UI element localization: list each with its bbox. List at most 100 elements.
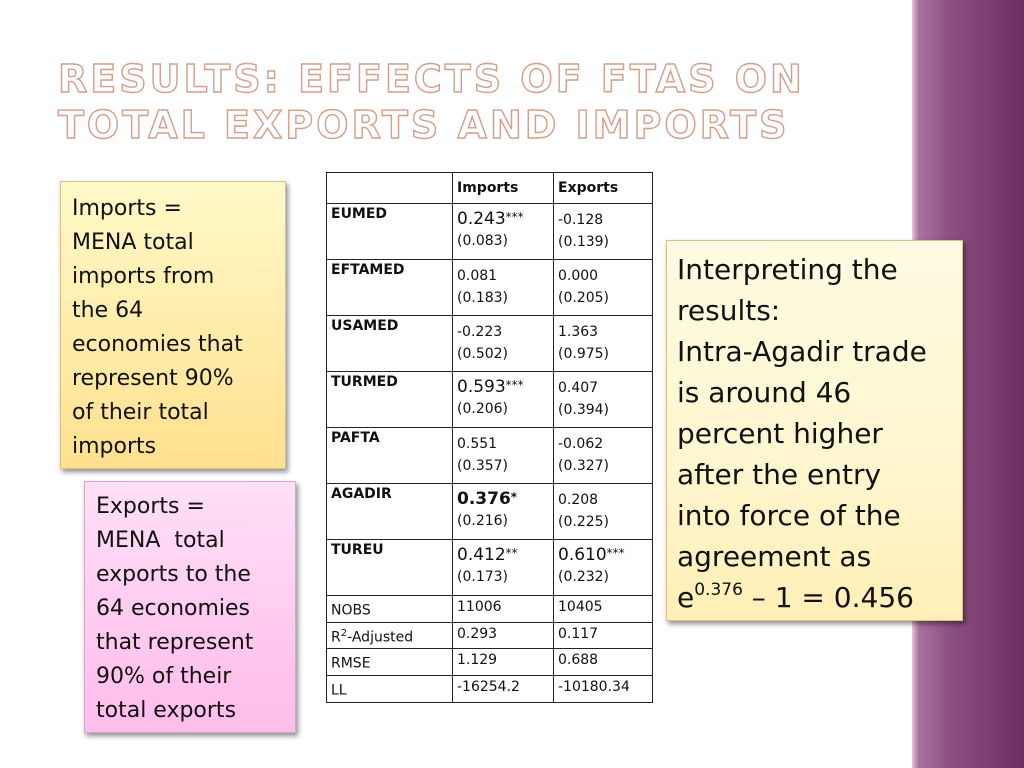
imports-coefficient: 0.243*** [457, 206, 549, 230]
note-line: Imports = [72, 196, 182, 221]
exports-cell: 0.000 (0.205) [553, 259, 653, 316]
imports-std-error: (0.502) [457, 346, 509, 362]
imports-coefficient: 0.412** [457, 542, 549, 566]
imports-std-error: (0.216) [457, 513, 509, 529]
exports-std-error: (0.975) [558, 346, 610, 362]
stat-label: LL [331, 682, 347, 699]
exports-std-error: (0.327) [558, 458, 610, 474]
imports-cell: -0.223 (0.502) [452, 315, 554, 372]
interp-line: Interpreting the [677, 253, 898, 286]
exports-cell: 0.610*** (0.232) [553, 539, 653, 596]
note-line: represent 90% [72, 366, 234, 391]
formula-exponent: 0.376 [694, 580, 743, 600]
interp-formula: e0.376 – 1 = 0.456 [677, 577, 952, 618]
exports-coefficient: -0.128 [558, 206, 648, 231]
note-line: exports to the [96, 562, 251, 587]
exports-definition-box: Exports = MENA total exports to the 64 e… [84, 481, 296, 733]
regression-results-table: Imports Exports EUMED 0.243*** (0.083) -0.1… [326, 172, 653, 703]
exports-cell: 0.407 (0.394) [553, 371, 653, 428]
interp-line: into force of the [677, 499, 901, 532]
stat-superscript: 2 [340, 627, 348, 639]
imports-std-error: (0.173) [457, 569, 509, 585]
header-exports: Exports [553, 172, 653, 204]
exports-std-error: (0.225) [558, 514, 610, 530]
significance-stars: *** [505, 378, 524, 392]
coef-value: 0.593 [457, 377, 506, 397]
imports-std-error: (0.357) [457, 458, 509, 474]
note-line: of their total [72, 400, 209, 425]
coef-value: 0.412 [457, 545, 506, 565]
variable-name: TUREU [326, 539, 453, 596]
significance-stars: ** [505, 546, 518, 560]
stat-label-rest: -Adjusted [347, 629, 414, 646]
table-header-row: Imports Exports [326, 172, 653, 204]
table-row: EFTAMED 0.081 (0.183) 0.000 (0.205) [326, 259, 653, 316]
imports-cell: 0.243*** (0.083) [452, 203, 554, 260]
table-row: NOBS 11006 10405 [326, 595, 653, 623]
coef-value: 0.551 [457, 436, 498, 452]
title-line-2: total exports and imports [57, 102, 790, 147]
table-row: EUMED 0.243*** (0.083) -0.128 (0.139) [326, 203, 653, 260]
note-line: economies that [72, 332, 243, 357]
exports-cell: -0.062 (0.327) [553, 427, 653, 484]
exports-coefficient: 0.208 [558, 486, 648, 511]
note-line: Exports = [96, 494, 205, 519]
table-row: TURMED 0.593*** (0.206) 0.407 (0.394) [326, 371, 653, 428]
variable-name: USAMED [326, 315, 453, 372]
table-row: AGADIR 0.376* (0.216) 0.208 (0.225) [326, 483, 653, 540]
variable-name: EFTAMED [326, 259, 453, 316]
imports-coefficient: -0.223 [457, 318, 549, 343]
header-imports: Imports [452, 172, 554, 204]
title-line-1: Results: Effects of FTAs on [57, 56, 805, 101]
interpretation-box: Interpreting the results: Intra-Agadir t… [666, 240, 963, 621]
imports-cell: 0.376* (0.216) [452, 483, 554, 540]
coef-value: 0.610 [558, 545, 607, 565]
note-line: MENA total [72, 230, 194, 255]
table-row: PAFTA 0.551 (0.357) -0.062 (0.327) [326, 427, 653, 484]
exports-coefficient: 0.610*** [558, 542, 648, 566]
note-line: 90% of their [96, 664, 232, 689]
imports-stat: -16254.2 [452, 674, 554, 703]
note-line: that represent [96, 630, 254, 655]
exports-cell: 0.208 (0.225) [553, 483, 653, 540]
imports-coefficient: 0.081 [457, 262, 549, 287]
coef-value: 0.000 [558, 268, 599, 284]
statistic-name: R2-Adjusted [326, 621, 453, 650]
imports-cell: 0.551 (0.357) [452, 427, 554, 484]
coef-value: 0.081 [457, 268, 498, 284]
exports-cell: 1.363 (0.975) [553, 315, 653, 372]
interp-line: after the entry [677, 458, 882, 491]
imports-stat: 11006 [452, 595, 554, 623]
note-line: MENA total [96, 528, 225, 553]
note-line: imports [72, 434, 157, 459]
formula-rest: – 1 = 0.456 [742, 581, 914, 614]
imports-cell: 0.081 (0.183) [452, 259, 554, 316]
note-line: imports from [72, 264, 215, 289]
variable-name: AGADIR [326, 483, 453, 540]
coef-value: 0.208 [558, 492, 599, 508]
exports-std-error: (0.139) [558, 234, 610, 250]
significance-stars: *** [505, 210, 524, 224]
imports-definition-box: Imports = MENA total imports from the 64… [60, 181, 286, 469]
significance-stars: *** [606, 546, 625, 560]
note-line: total exports [96, 698, 237, 723]
interp-line: results: [677, 294, 781, 327]
imports-stat: 1.129 [452, 648, 554, 676]
imports-std-error: (0.083) [457, 233, 509, 249]
imports-std-error: (0.206) [457, 401, 509, 417]
coef-value: 0.243 [457, 209, 506, 229]
exports-coefficient: 1.363 [558, 318, 648, 343]
exports-std-error: (0.232) [558, 569, 610, 585]
interp-line: is around 46 [677, 376, 852, 409]
exports-coefficient: 0.000 [558, 262, 648, 287]
coef-value: -0.128 [558, 212, 604, 228]
exports-stat: 10405 [553, 595, 653, 623]
formula-base: e [677, 581, 695, 614]
stat-label: RMSE [331, 655, 371, 672]
exports-std-error: (0.394) [558, 402, 610, 418]
coef-value: 0.376 [457, 489, 511, 509]
imports-coefficient: 0.551 [457, 430, 549, 455]
note-line: 64 economies [96, 596, 251, 621]
exports-stat: -10180.34 [553, 674, 653, 703]
table-row: RMSE 1.129 0.688 [326, 648, 653, 676]
